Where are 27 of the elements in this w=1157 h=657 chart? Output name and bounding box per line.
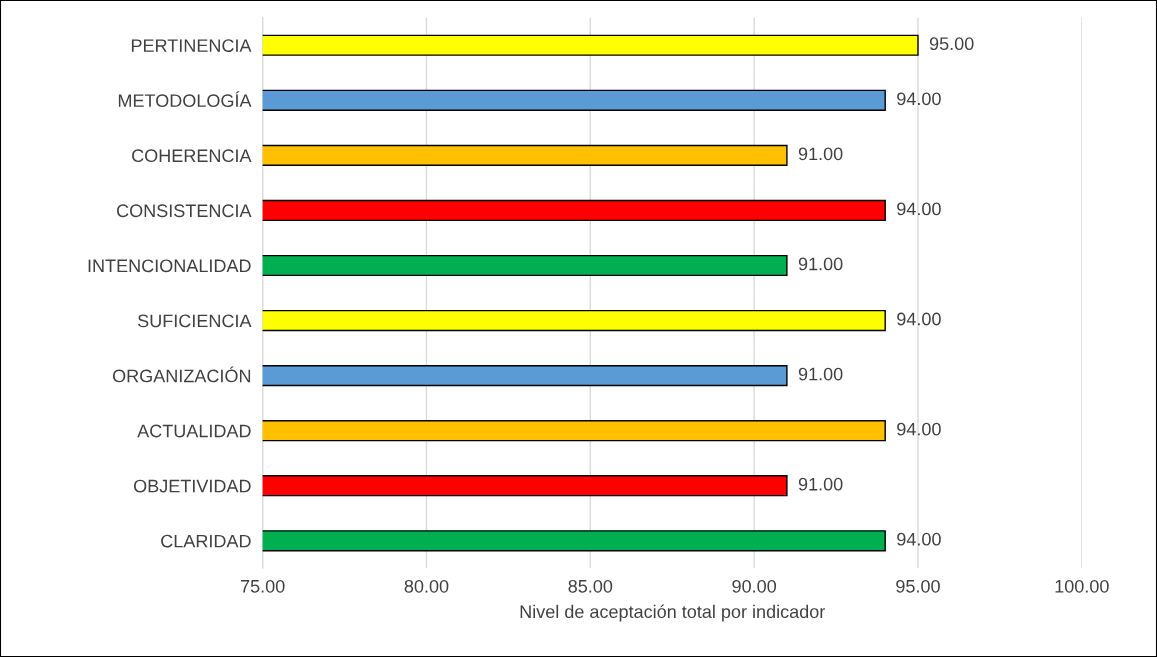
x-axis-title: Nivel de aceptación total por indicador xyxy=(520,604,825,622)
data-label: 94.00 xyxy=(897,422,941,436)
data-label: 94.00 xyxy=(897,202,941,216)
data-label: 91.00 xyxy=(798,367,843,381)
y-tick-label: OBJETIVIDAD xyxy=(134,479,251,493)
x-tick-label: 90.00 xyxy=(732,579,777,593)
y-tick-label: ORGANIZACIÓN xyxy=(112,366,251,383)
x-tick-label: 75.00 xyxy=(240,579,285,593)
y-tick-label: METODOLOGÍA xyxy=(118,91,252,108)
y-tick-label: CLARIDAD xyxy=(161,534,251,548)
x-tick-label: 85.00 xyxy=(568,579,613,593)
y-tick-label: COHERENCIA xyxy=(132,149,252,163)
data-label: 95.00 xyxy=(929,37,974,51)
x-tick-label: 80.00 xyxy=(404,579,449,593)
y-tick-label: CONSISTENCIA xyxy=(117,204,252,218)
data-label: 91.00 xyxy=(798,477,843,491)
data-label: 91.00 xyxy=(798,147,843,161)
y-tick-label: PERTINENCIA xyxy=(131,39,252,52)
y-tick-label: SUFICIENCIA xyxy=(137,314,252,328)
data-label: 94.00 xyxy=(897,312,941,326)
y-tick-label: ACTUALIDAD xyxy=(137,424,251,438)
y-tick-label: INTENCIONALIDAD xyxy=(88,259,251,273)
data-label: 94.00 xyxy=(897,532,941,546)
x-tick-label: 95.00 xyxy=(896,579,940,593)
data-label: 91.00 xyxy=(798,257,843,271)
data-label: 94.00 xyxy=(897,92,941,106)
x-tick-label: 100.00 xyxy=(1055,579,1109,593)
